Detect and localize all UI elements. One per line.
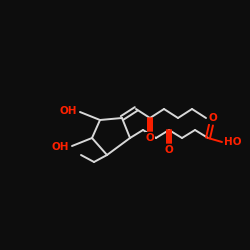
Text: OH: OH: [59, 106, 77, 116]
Text: O: O: [208, 113, 218, 123]
Text: OH: OH: [51, 142, 69, 152]
Text: O: O: [146, 133, 154, 143]
Text: O: O: [164, 145, 173, 155]
Text: HO: HO: [224, 137, 242, 147]
